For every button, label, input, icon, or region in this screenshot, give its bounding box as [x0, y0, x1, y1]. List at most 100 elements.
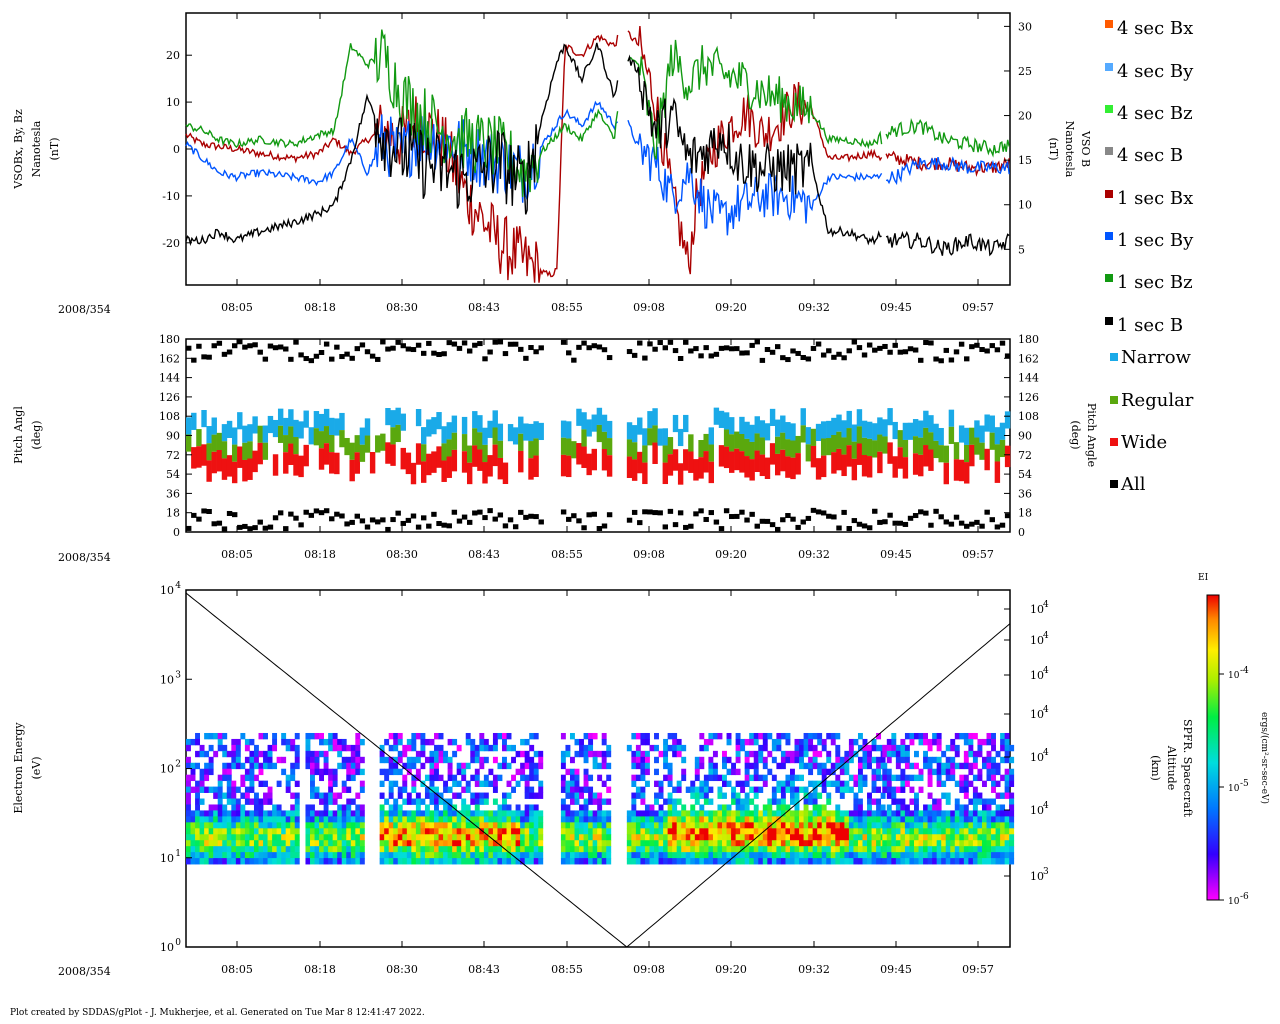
- energy-bin: [749, 732, 755, 740]
- energy-bin: [538, 786, 544, 793]
- energy-bin: [735, 744, 741, 752]
- energy-bin: [310, 750, 315, 758]
- energy-bin: [753, 846, 759, 853]
- energy-bin: [932, 798, 938, 805]
- energy-bin: [853, 822, 859, 829]
- energy-bin: [506, 834, 512, 841]
- time-tick-label: 08:30: [386, 548, 418, 561]
- energy-bin: [281, 768, 287, 776]
- energy-bin: [592, 822, 598, 829]
- energy-bin: [190, 822, 196, 829]
- energy-bin: [294, 828, 300, 835]
- energy-bin: [731, 816, 737, 823]
- energy-bin: [663, 816, 669, 823]
- energy-bin: [249, 810, 255, 817]
- energy-bin: [429, 780, 435, 788]
- energy-bin: [914, 798, 919, 805]
- pitch-ytick-right-label: 0: [1018, 526, 1025, 539]
- energy-bin: [839, 762, 845, 770]
- energy-bin: [393, 834, 399, 841]
- pitch-bin: [482, 427, 488, 445]
- energy-bin: [690, 822, 696, 829]
- energy-bin: [794, 744, 800, 752]
- energy-bin: [821, 852, 827, 859]
- energy-bin: [867, 762, 872, 770]
- energy-bin: [263, 828, 268, 835]
- pitch-bin: [759, 454, 766, 477]
- energy-bin: [447, 798, 453, 805]
- energy-bin: [986, 804, 992, 811]
- pitch-bin: [841, 437, 847, 455]
- energy-bin: [204, 816, 210, 823]
- energy-bin: [821, 780, 827, 788]
- energy-bin: [749, 786, 755, 793]
- energy-bin: [780, 792, 786, 799]
- energy-bin: [986, 852, 992, 859]
- pitch-bin: [421, 461, 427, 483]
- energy-bin: [848, 834, 854, 841]
- energy-bin: [515, 828, 521, 835]
- energy-bin: [520, 828, 526, 835]
- energy-bin: [726, 738, 732, 746]
- energy-bin: [995, 822, 1001, 829]
- pitch-bin: [196, 446, 202, 468]
- energy-bin: [909, 858, 915, 865]
- energy-bin: [844, 846, 850, 853]
- energy-bin: [663, 858, 669, 865]
- energy-bin: [867, 750, 872, 758]
- energy-bin: [346, 786, 352, 793]
- energy-bin: [871, 786, 877, 793]
- energy-bin: [895, 858, 901, 865]
- mag-ylabel-right-line3: (nT): [1047, 137, 1060, 160]
- energy-bin: [803, 732, 809, 740]
- energy-bin: [758, 828, 764, 835]
- energy-bin: [511, 852, 516, 859]
- energy-bin: [483, 738, 489, 746]
- pitch-all-bin: [191, 357, 197, 363]
- energy-bin: [483, 834, 489, 841]
- energy-bin: [830, 738, 836, 746]
- pitch-bin: [831, 452, 837, 474]
- energy-bin: [506, 744, 512, 752]
- energy-bin: [708, 858, 714, 865]
- energy-bin: [305, 828, 311, 835]
- pitch-bin: [421, 444, 427, 462]
- energy-bin: [294, 852, 300, 859]
- energy-bin: [726, 804, 732, 811]
- energy-bin: [914, 750, 919, 758]
- pitch-all-bin: [272, 515, 279, 521]
- pitch-all-bin: [601, 347, 608, 353]
- energy-bin: [631, 750, 637, 758]
- energy-bin: [461, 768, 467, 776]
- energy-bin: [749, 774, 755, 782]
- energy-bin: [569, 840, 575, 847]
- energy-bin: [511, 810, 516, 817]
- energy-ytick-label: 10: [160, 852, 174, 865]
- energy-bin: [886, 804, 892, 811]
- pitch-all-bin: [262, 356, 269, 362]
- energy-bin: [520, 774, 526, 782]
- energy-bin: [492, 798, 498, 805]
- pitch-all-bin: [677, 510, 684, 516]
- energy-bin: [735, 768, 741, 776]
- energy-bin: [631, 858, 637, 865]
- pitch-bin: [451, 449, 458, 472]
- energy-bin: [565, 822, 571, 829]
- energy-bin: [690, 858, 696, 865]
- pitch-bin: [882, 436, 888, 454]
- energy-bin: [328, 834, 334, 841]
- energy-bin: [411, 846, 417, 853]
- energy-bin: [803, 840, 809, 847]
- energy-bin: [402, 780, 408, 788]
- pitch-bin: [882, 419, 888, 437]
- energy-bin: [959, 834, 965, 841]
- pitch-bin: [877, 434, 883, 452]
- energy-bin: [758, 786, 764, 793]
- energy-bin: [420, 732, 426, 740]
- energy-bin: [249, 786, 255, 793]
- energy-bin: [839, 822, 845, 829]
- energy-bin: [204, 858, 210, 865]
- pitch-all-bin: [211, 343, 217, 349]
- energy-bin: [977, 810, 983, 817]
- energy-bin: [927, 834, 933, 841]
